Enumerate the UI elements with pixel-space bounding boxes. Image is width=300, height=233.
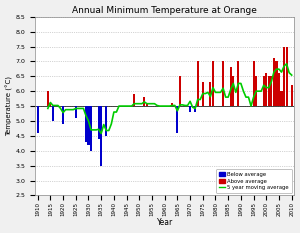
Bar bbox=[100, 106, 102, 166]
Bar bbox=[98, 106, 100, 139]
Bar bbox=[85, 106, 87, 142]
X-axis label: Year: Year bbox=[157, 219, 173, 227]
Bar bbox=[105, 106, 107, 136]
Bar bbox=[268, 76, 270, 106]
Bar bbox=[133, 94, 135, 106]
Bar bbox=[189, 106, 191, 112]
Y-axis label: Temperature (°C): Temperature (°C) bbox=[6, 76, 13, 136]
Bar bbox=[90, 106, 92, 151]
Bar bbox=[253, 62, 255, 106]
Bar bbox=[237, 62, 239, 106]
Bar bbox=[291, 85, 293, 106]
Bar bbox=[232, 76, 234, 106]
Title: Annual Minimum Temperature at Orange: Annual Minimum Temperature at Orange bbox=[72, 6, 257, 14]
Bar bbox=[283, 47, 285, 106]
Bar bbox=[179, 76, 181, 106]
Bar bbox=[270, 76, 272, 106]
Bar bbox=[194, 106, 196, 112]
Bar bbox=[47, 91, 49, 106]
Bar bbox=[273, 58, 275, 106]
Bar bbox=[52, 106, 54, 121]
Bar bbox=[263, 76, 265, 106]
Bar bbox=[75, 106, 77, 118]
Bar bbox=[62, 106, 64, 124]
Bar bbox=[275, 62, 278, 106]
Bar bbox=[143, 97, 146, 106]
Bar bbox=[176, 106, 178, 133]
Bar bbox=[37, 106, 39, 133]
Bar bbox=[202, 82, 204, 106]
Bar bbox=[222, 62, 224, 106]
Bar bbox=[212, 62, 214, 106]
Bar bbox=[209, 82, 211, 106]
Bar bbox=[265, 73, 267, 106]
Bar bbox=[280, 91, 283, 106]
Bar bbox=[146, 103, 148, 106]
Bar bbox=[196, 62, 199, 106]
Bar bbox=[286, 47, 288, 106]
Bar bbox=[255, 76, 257, 106]
Bar bbox=[49, 103, 52, 106]
Bar bbox=[278, 73, 280, 106]
Bar bbox=[171, 103, 173, 106]
Bar bbox=[230, 67, 232, 106]
Bar bbox=[87, 106, 90, 145]
Legend: Below average, Above average, 5 year moving average: Below average, Above average, 5 year mov… bbox=[216, 169, 292, 193]
